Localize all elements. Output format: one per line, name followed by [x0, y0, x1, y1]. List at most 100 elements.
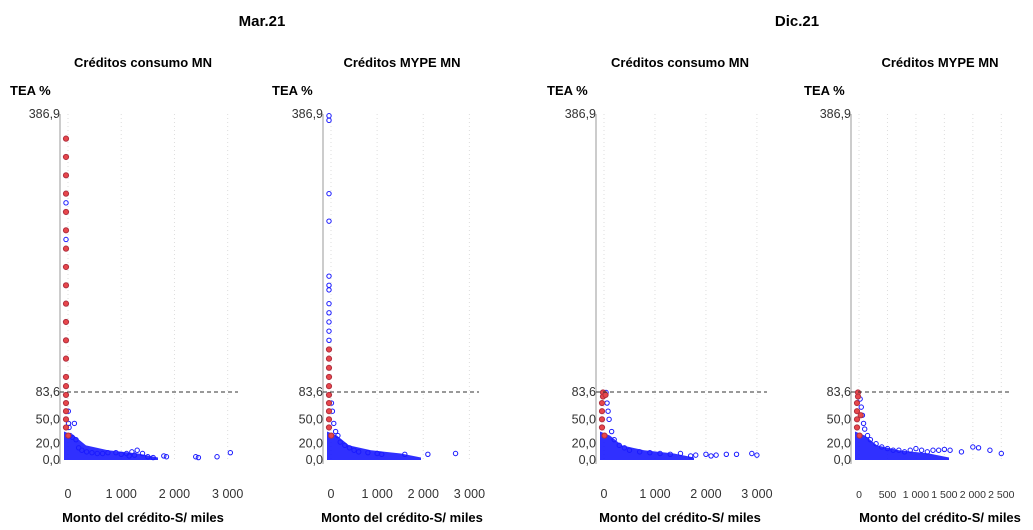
data-point	[62, 391, 70, 399]
data-point	[884, 445, 891, 452]
data-point	[325, 355, 333, 362]
data-point	[325, 408, 333, 415]
chart-panel-4: Créditos MYPE MN TEA % Monto del crédito-S…	[804, 55, 1021, 525]
data-point	[113, 449, 119, 456]
dense-cluster	[600, 431, 694, 460]
x-tick-label: 1 500	[931, 489, 957, 501]
data-point	[947, 447, 953, 453]
data-point	[326, 319, 332, 325]
y-tick-label: 83,6	[36, 385, 60, 399]
data-point	[853, 408, 861, 415]
data-point	[62, 373, 70, 381]
y-tick-label: 386,9	[29, 107, 60, 121]
y-tick-label: 0,0	[43, 453, 60, 467]
chart-title: Créditos consumo MN	[611, 55, 749, 70]
data-point	[131, 452, 138, 458]
data-point	[79, 447, 85, 453]
data-point	[139, 450, 146, 457]
data-point	[858, 404, 864, 410]
data-point	[606, 416, 612, 423]
y-tick-label: 0,0	[834, 453, 851, 467]
data-point	[941, 446, 948, 453]
data-point	[94, 450, 100, 457]
x-tick-label: 2 000	[159, 487, 190, 501]
data-point	[145, 454, 151, 460]
x-tick-label: 2 000	[408, 487, 439, 501]
data-point	[647, 449, 653, 456]
x-tick-label: 500	[879, 489, 897, 501]
data-point	[351, 447, 357, 453]
data-point	[62, 153, 70, 161]
data-point	[754, 452, 760, 458]
data-point	[62, 190, 70, 197]
data-point	[604, 400, 610, 406]
data-point	[325, 373, 333, 381]
data-point	[335, 432, 341, 439]
y-tick-label: 0,0	[306, 453, 323, 467]
data-point	[325, 391, 333, 399]
data-point	[598, 416, 606, 423]
data-point	[73, 436, 79, 443]
data-point	[63, 200, 69, 206]
x-tick-label: 1 000	[639, 487, 670, 501]
x-axis-label: Monto del crédito-S/ miles	[321, 510, 483, 525]
x-tick-label: 0	[328, 487, 335, 501]
data-point	[713, 452, 719, 458]
x-tick-label: 0	[65, 487, 72, 501]
data-point	[733, 451, 740, 458]
data-point	[636, 449, 643, 455]
data-point	[326, 190, 332, 197]
data-point	[379, 451, 385, 458]
data-point	[129, 449, 135, 455]
data-point	[605, 408, 611, 414]
data-point	[105, 449, 111, 456]
data-point	[708, 453, 714, 459]
data-point	[325, 424, 333, 431]
data-point	[62, 383, 70, 390]
chart-title: Créditos MYPE MN	[881, 55, 998, 70]
data-point	[332, 428, 339, 435]
y-tick-label: 20,0	[827, 437, 851, 451]
charts-layer: Créditos consumo MN TEA % Monto del crédit…	[10, 55, 1021, 525]
y-axis-label: TEA %	[804, 83, 845, 98]
data-point	[62, 318, 70, 326]
chart-panel-2: Créditos MYPE MN TEA % Monto del crédito-S…	[272, 55, 485, 525]
data-point	[126, 453, 132, 459]
data-point	[853, 424, 861, 431]
data-point	[355, 449, 362, 455]
data-point	[62, 263, 70, 271]
data-point	[616, 442, 622, 449]
data-point	[214, 454, 220, 460]
y-tick-label: 83,6	[572, 385, 596, 399]
data-point	[626, 447, 633, 453]
data-point	[325, 416, 333, 423]
data-point	[930, 447, 936, 453]
data-point	[853, 399, 861, 407]
data-point	[901, 449, 908, 455]
data-point	[65, 432, 72, 439]
data-point	[326, 113, 332, 119]
data-point	[598, 399, 606, 407]
data-point	[864, 432, 871, 439]
data-point	[677, 450, 684, 457]
data-point	[958, 449, 965, 455]
data-point	[402, 451, 408, 458]
x-axis-label: Monto del crédito-S/ miles	[599, 510, 761, 525]
data-point	[62, 135, 70, 142]
data-point	[703, 451, 709, 458]
data-point	[62, 399, 70, 407]
y-tick-label: 386,9	[565, 107, 596, 121]
data-point	[867, 436, 874, 443]
data-point	[693, 452, 699, 458]
data-point	[62, 355, 70, 362]
x-tick-label: 3 000	[741, 487, 772, 501]
data-point	[907, 447, 913, 453]
y-axis-label: TEA %	[547, 83, 588, 98]
data-point	[325, 383, 333, 390]
data-point	[918, 447, 925, 453]
chart-panel-1: Créditos consumo MN TEA % Monto del crédit…	[10, 55, 243, 525]
data-point	[62, 208, 70, 216]
data-point	[325, 399, 333, 407]
data-point	[602, 391, 609, 399]
data-point	[326, 282, 332, 289]
